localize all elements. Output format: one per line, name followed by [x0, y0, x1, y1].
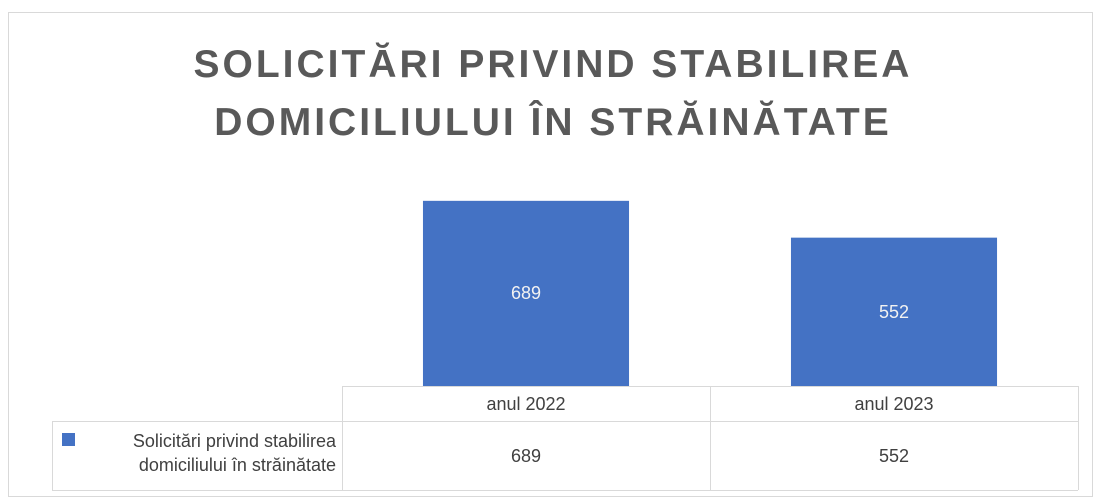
legend-label: Solicitări privind stabilirea domiciliul… — [132, 431, 336, 475]
x-tick-label: anul 2023 — [854, 394, 934, 414]
bar — [422, 200, 630, 386]
legend-key — [62, 433, 75, 446]
x-tick-label: anul 2022 — [486, 394, 566, 414]
data-label: 552 — [878, 301, 910, 322]
data-label: 689 — [510, 283, 542, 304]
table-value: 552 — [878, 445, 910, 466]
chart-title: SOLICITĂRI PRIVIND STABILIREA DOMICILIUL… — [193, 43, 913, 144]
chart-border — [8, 12, 1093, 497]
table-value: 689 — [510, 445, 542, 466]
bar — [790, 237, 998, 386]
